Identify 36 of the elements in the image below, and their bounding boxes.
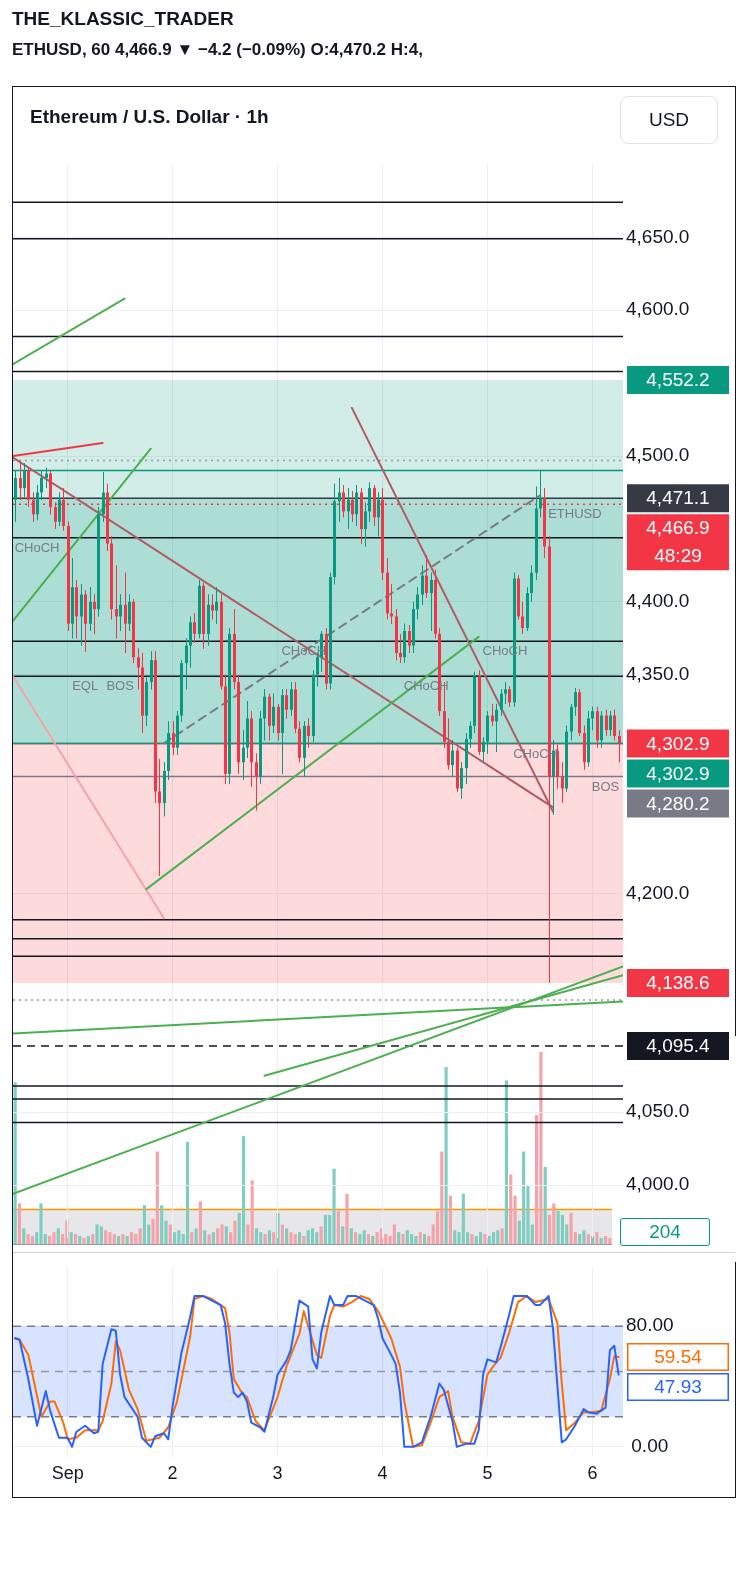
x-tick-label: 6 <box>587 1463 598 1484</box>
data-label: 47.93 <box>654 1376 702 1398</box>
x-tick-label: Sep <box>51 1463 84 1484</box>
y-tick-label: 4,500.0 <box>625 444 690 466</box>
y-tick-label: 0.00 <box>631 1435 669 1457</box>
chart-title: Ethereum / U.S. Dollar · 1h <box>30 106 269 128</box>
ref-line-label: 4,302.9 <box>646 732 710 754</box>
y-tick-label: 4,650.0 <box>625 225 690 247</box>
y-tick-label: 4,050.0 <box>625 1100 690 1122</box>
annotation: ETHUSD <box>548 506 602 522</box>
annotation: BOS <box>106 678 135 694</box>
annotation: EQL <box>72 678 99 694</box>
y-tick-label: 4,400.0 <box>625 590 690 612</box>
band-label: 4,138.6 <box>646 972 710 994</box>
annotation: BOS <box>591 778 620 794</box>
y-tick-label: 4,200.0 <box>625 881 690 903</box>
ref-line-label: 4,095.4 <box>646 1035 711 1057</box>
ref-line-label: 4,471.1 <box>646 487 710 509</box>
text: THE_KLASSIC_TRADER <box>12 8 234 30</box>
x-tick-label: 3 <box>272 1463 283 1484</box>
chart-subtitle: ETHUSD, 60 4,466.9 ▼ −4.2 (−0.09%) O:4,470.2 H:4, <box>12 40 423 60</box>
ref-line-label: 4,466.9 48:29 <box>646 517 710 567</box>
y-tick-label: 4,350.0 <box>625 662 690 684</box>
y-tick-label: 4,600.0 <box>625 298 690 320</box>
x-tick-label: 5 <box>482 1463 493 1484</box>
annotation: CHoCH <box>14 539 60 555</box>
x-tick-label: 4 <box>377 1463 388 1484</box>
y-tick-label: 80.00 <box>626 1314 674 1336</box>
ref-line-label: 4,302.9 <box>646 762 710 784</box>
ref-line-label: 4,280.2 <box>646 792 710 814</box>
y-tick-label: 4,000.0 <box>625 1173 690 1195</box>
data-label: 59.54 <box>654 1346 703 1368</box>
band-label: 4,552.2 <box>646 369 710 391</box>
x-tick-label: 2 <box>167 1463 178 1484</box>
text: 204 <box>620 1218 710 1246</box>
text: USD <box>620 96 718 144</box>
